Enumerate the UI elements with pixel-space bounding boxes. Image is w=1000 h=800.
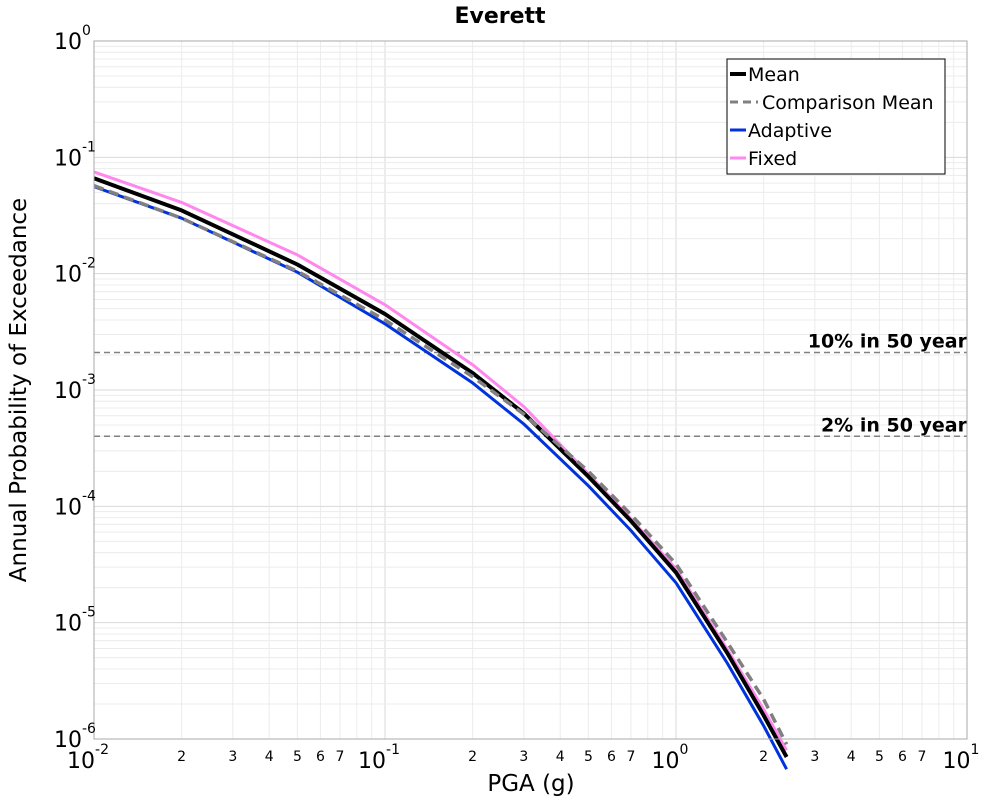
x-tick-base: 10 (358, 749, 386, 774)
series-lines (93, 170, 789, 770)
legend: Mean Comparison Mean Adaptive Fixed (726, 58, 946, 175)
reference-line-label: 2% in 50 year (821, 414, 968, 436)
legend-label: Adaptive (748, 120, 832, 142)
y-tick-label: 10-3 (54, 372, 96, 404)
y-tick-base: 10 (54, 146, 82, 171)
x-minor-tick-label: 7 (917, 749, 926, 765)
x-tick-label: 100 (652, 742, 689, 774)
legend-label: Mean (748, 64, 800, 86)
chart-title: Everett (454, 4, 546, 29)
y-tick-exponent: -2 (82, 256, 96, 272)
x-minor-tick-label: 5 (875, 749, 884, 765)
legend-label: Fixed (748, 148, 797, 170)
y-tick-exponent: 0 (82, 23, 91, 39)
y-tick-exponent: -4 (82, 488, 96, 504)
x-minor-tick-label: 3 (810, 749, 819, 765)
x-minor-tick-label: 4 (556, 749, 565, 765)
x-minor-tick-label: 3 (519, 749, 528, 765)
x-minor-tick-label: 3 (228, 749, 237, 765)
y-tick-base: 10 (54, 728, 82, 753)
x-minor-tick-label: 5 (293, 749, 302, 765)
x-minor-tick-label: 4 (265, 749, 274, 765)
grid (93, 41, 967, 740)
y-axis-label: Annual Probability of Exceedance (6, 198, 32, 582)
y-tick-label: 10-1 (54, 139, 96, 171)
series-line-mean (93, 176, 789, 758)
y-tick-base: 10 (54, 612, 82, 637)
y-tick-label: 10-5 (54, 605, 96, 637)
series-line-fixed (93, 170, 788, 752)
x-minor-tick-label: 7 (335, 749, 344, 765)
x-tick-exponent: -2 (95, 742, 109, 758)
y-tick-base: 10 (54, 495, 82, 520)
x-minor-tick-label: 5 (584, 749, 593, 765)
y-tick-base: 10 (54, 379, 82, 404)
legend-box (726, 58, 946, 175)
y-tick-base: 10 (54, 30, 82, 55)
y-tick-label: 10-6 (54, 721, 96, 753)
x-tick-label: 10-1 (358, 742, 400, 774)
y-tick-exponent: -6 (82, 721, 96, 737)
x-tick-exponent: -1 (386, 742, 400, 758)
y-tick-exponent: -3 (82, 372, 96, 388)
x-tick-label: 101 (943, 742, 980, 774)
x-tick-base: 10 (67, 749, 95, 774)
x-minor-tick-label: 4 (847, 749, 856, 765)
x-minor-tick-label: 6 (316, 749, 325, 765)
x-minor-tick-label: 2 (468, 749, 477, 765)
legend-label: Comparison Mean (762, 92, 934, 114)
series-line-comparison-mean (93, 184, 789, 746)
x-tick-exponent: 1 (971, 742, 980, 758)
x-tick-base: 10 (652, 749, 680, 774)
y-tick-exponent: -1 (82, 139, 96, 155)
x-minor-tick-label: 2 (759, 749, 768, 765)
y-tick-label: 100 (54, 23, 91, 55)
y-tick-base: 10 (54, 263, 82, 288)
x-minor-tick-label: 7 (626, 749, 635, 765)
x-tick-base: 10 (943, 749, 971, 774)
reference-lines: 10% in 50 year 2% in 50 year (94, 331, 968, 438)
plot-frame (93, 40, 968, 740)
x-axis-label: PGA (g) (487, 771, 574, 797)
y-tick-exponent: -5 (82, 605, 96, 621)
x-minor-tick-label: 6 (898, 749, 907, 765)
x-minor-tick-label: 2 (177, 749, 186, 765)
reference-line-label: 10% in 50 year (808, 331, 968, 353)
x-minor-tick-label: 6 (607, 749, 616, 765)
y-tick-label: 10-2 (54, 256, 96, 288)
y-tick-label: 10-4 (54, 488, 96, 520)
x-tick-exponent: 0 (680, 742, 689, 758)
x-tick-label: 10-2 (67, 742, 109, 774)
